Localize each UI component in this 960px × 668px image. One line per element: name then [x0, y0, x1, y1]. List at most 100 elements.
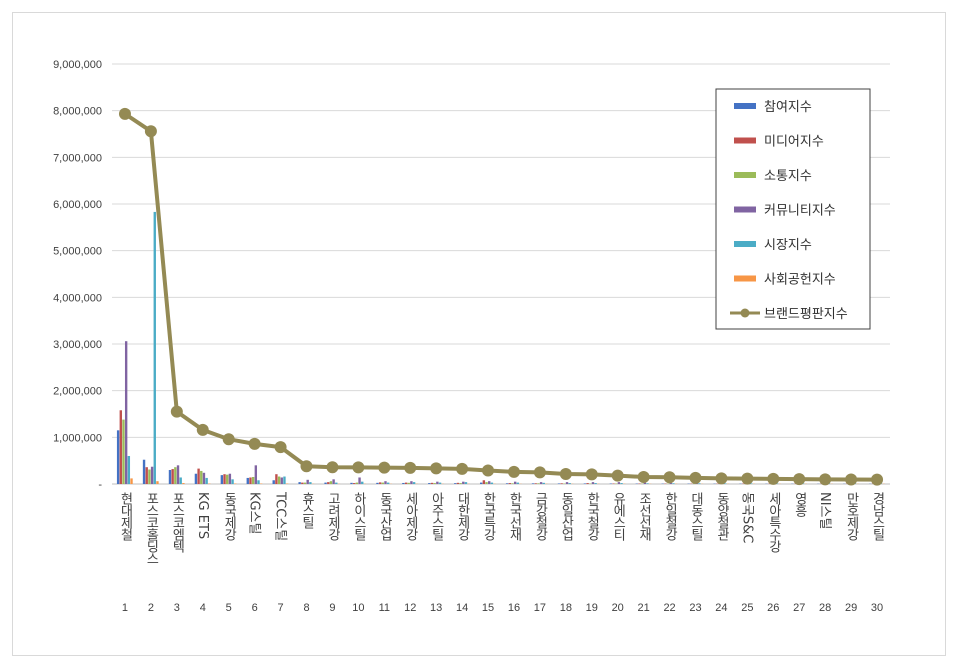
- line-point: [456, 462, 469, 475]
- x-tick-label: 동국산업: [377, 492, 392, 541]
- rank-label: 24: [715, 602, 727, 614]
- bar: [511, 483, 514, 484]
- bar: [153, 211, 156, 484]
- line-point: [663, 471, 676, 484]
- line-point: [248, 437, 261, 450]
- y-tick-label: 7,000,000: [53, 152, 102, 164]
- x-tick-label: 유에스티: [610, 492, 625, 541]
- line-point: [482, 464, 495, 477]
- bar: [306, 479, 309, 484]
- bar: [456, 482, 460, 484]
- line-point: [819, 473, 832, 486]
- bar: [557, 483, 561, 484]
- bar: [277, 476, 281, 484]
- rank-label: 22: [663, 602, 675, 614]
- bar: [324, 482, 327, 484]
- bar: [127, 456, 131, 484]
- rank-label: 27: [793, 602, 805, 614]
- line-point: [118, 107, 131, 120]
- line-point: [404, 461, 417, 474]
- rank-label: 3: [174, 602, 180, 614]
- bar: [698, 483, 701, 484]
- legend-label: 참여지수: [764, 100, 812, 115]
- bar: [176, 465, 180, 484]
- bar: [490, 482, 494, 484]
- bar: [537, 483, 540, 484]
- x-tick-label: NI스틸: [817, 492, 832, 529]
- y-tick-label: 1,000,000: [53, 432, 102, 444]
- bar: [231, 479, 234, 484]
- x-tick-label: 한일철강: [662, 492, 677, 541]
- bar: [301, 482, 304, 484]
- y-tick-label: 5,000,000: [53, 246, 102, 258]
- legend-swatch: [734, 275, 756, 282]
- x-tick-label: 동국제강: [221, 492, 236, 541]
- bar: [376, 482, 379, 484]
- bar: [402, 482, 405, 484]
- line-point: [222, 433, 235, 446]
- y-tick-label: -: [98, 479, 102, 491]
- rank-label: 9: [329, 602, 335, 614]
- bar: [156, 481, 159, 484]
- bar: [116, 430, 120, 484]
- x-tick-label: KG ETS: [195, 492, 210, 539]
- line-point: [741, 472, 754, 485]
- bar: [353, 483, 356, 484]
- rank-label: 28: [819, 602, 831, 614]
- bar: [335, 482, 338, 484]
- line-point: [767, 472, 780, 485]
- bar: [309, 482, 312, 484]
- bar: [223, 474, 226, 484]
- bar: [672, 483, 675, 484]
- bar: [591, 482, 595, 484]
- x-tick-label: 세아특수강: [766, 492, 781, 553]
- rank-label: 20: [612, 602, 624, 614]
- legend-swatch: [734, 206, 756, 213]
- bar: [350, 482, 353, 484]
- bar: [586, 483, 589, 484]
- line-point: [144, 125, 157, 138]
- bar: [485, 482, 488, 484]
- rank-label: 29: [845, 602, 857, 614]
- bar: [505, 483, 509, 484]
- rank-label: 5: [226, 602, 232, 614]
- x-tick-label: 동일산업: [558, 492, 573, 541]
- bar: [482, 480, 486, 484]
- bar: [534, 483, 537, 484]
- rank-label: 14: [456, 602, 468, 614]
- y-tick-label: 8,000,000: [53, 106, 102, 118]
- bar: [542, 482, 545, 484]
- line-point: [274, 441, 287, 454]
- bar: [168, 470, 172, 484]
- legend-swatch: [734, 103, 756, 109]
- bar: [179, 477, 182, 484]
- x-tick-label: 휴스틸: [299, 492, 314, 529]
- bar: [724, 483, 727, 484]
- x-tick-label: 현대제철: [117, 492, 132, 541]
- line-point: [430, 462, 443, 475]
- rank-label: 16: [508, 602, 520, 614]
- legend-label: 커뮤니티지수: [764, 204, 836, 219]
- bar: [171, 469, 174, 484]
- legend-label: 사회공헌지수: [764, 273, 836, 288]
- bar: [150, 466, 154, 484]
- bar: [464, 482, 468, 484]
- line-point: [170, 405, 183, 418]
- y-tick-label: 4,000,000: [53, 292, 102, 304]
- bar: [148, 469, 151, 484]
- bar: [358, 477, 361, 484]
- x-tick-label: KG스틸: [247, 492, 262, 535]
- bar: [220, 475, 224, 484]
- legend-label: 브랜드평판지수: [764, 307, 848, 322]
- y-tick-label: 2,000,000: [53, 386, 102, 398]
- bar: [142, 459, 146, 484]
- legend-swatch: [740, 308, 750, 318]
- bar: [594, 483, 597, 484]
- bar: [202, 472, 206, 484]
- bar: [488, 481, 491, 484]
- x-tick-label: 만호제강: [844, 492, 859, 541]
- legend-label: 미디어지수: [764, 135, 824, 150]
- bar: [410, 481, 413, 484]
- line-point: [196, 423, 209, 436]
